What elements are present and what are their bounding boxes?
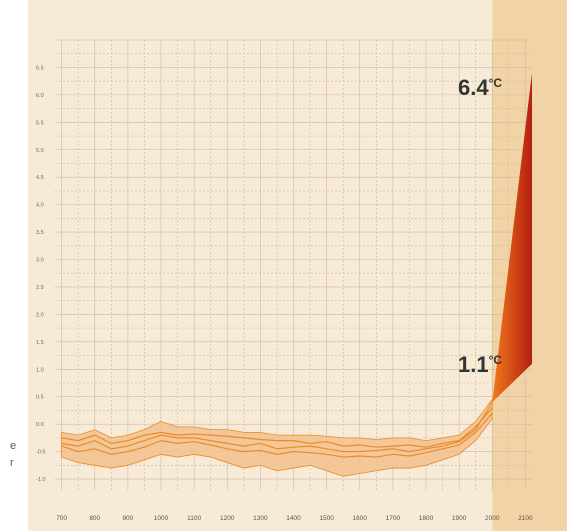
envelope-area [61,398,493,477]
x-tick-label: 700 [56,515,67,522]
high-value-label: 6.4°C [458,75,502,100]
y-tick-label: 1.5 [36,340,44,346]
x-tick-label: 800 [89,515,100,522]
y-tick-label: 4.5 [36,175,44,181]
projection-wedge [492,72,532,403]
annotations: 6.4°C 1.1°C [458,75,502,377]
x-tick-label: 1100 [187,515,201,522]
x-tick-label: 1200 [220,515,235,522]
history-series [61,401,493,458]
y-tick-label: 3.0 [36,258,44,264]
low-value-label: 1.1°C [458,352,502,377]
y-tick-label: 6.5 [36,65,44,71]
high-unit: °C [489,76,503,90]
y-tick-label: 6.0 [36,93,44,99]
y-tick-label: -1.0 [36,477,45,483]
cropped-text-line-2: r [10,457,14,469]
low-unit: °C [489,353,503,367]
y-tick-label: 5.0 [36,148,44,154]
low-value: 1.1 [458,352,489,377]
x-tick-label: 2000 [485,515,500,522]
y-tick-label: 2.0 [36,312,44,318]
x-tick-label: 1800 [419,515,434,522]
x-tick-label: 1000 [154,515,169,522]
projection-area [492,72,532,403]
series-line [61,407,493,448]
y-tick-label: 4.0 [36,203,44,209]
series-line [61,412,493,458]
x-tick-label: 1700 [386,515,401,522]
x-axis-ticks: 700 800 900 1000 1100 1200 1300 1400 1500 1600 170… [56,515,533,522]
uncertainty-envelope [61,398,493,477]
y-tick-label: 0.5 [36,395,44,401]
x-tick-label: 1500 [319,515,334,522]
cropped-text-line-1: e [10,440,17,452]
y-tick-label: 5.5 [36,120,44,126]
y-tick-label: -0.5 [36,450,45,456]
series-line [61,401,493,453]
y-tick-label: 0.0 [36,422,44,428]
y-tick-label: 1.0 [36,367,44,373]
y-tick-label: 3.5 [36,230,44,236]
y-axis-ticks: 6.5 6.0 5.5 5.0 4.5 4.0 3.5 3.0 2.5 2.0 1.5 1.0 0.5 0… [36,65,45,483]
x-tick-label: 1300 [253,515,268,522]
y-tick-label: 2.5 [36,285,44,291]
high-value: 6.4 [458,75,489,100]
x-tick-label: 2100 [518,515,533,522]
x-tick-label: 1600 [353,515,368,522]
x-tick-label: 900 [122,515,133,522]
x-tick-label: 1900 [452,515,467,522]
x-tick-label: 1400 [286,515,301,522]
